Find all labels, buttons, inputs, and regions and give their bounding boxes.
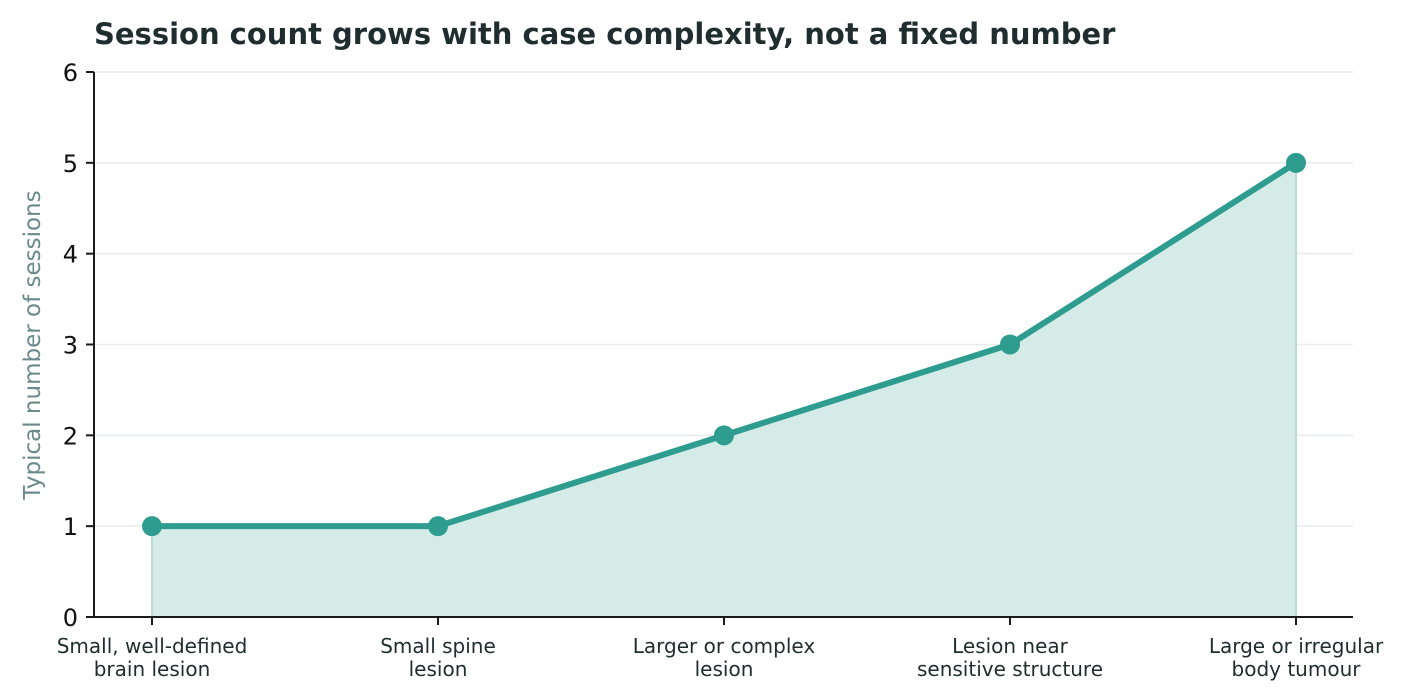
chart-title: Session count grows with case complexity… — [94, 17, 1116, 51]
x-tick-label-line: sensitive structure — [917, 657, 1103, 681]
data-point-1 — [428, 516, 448, 537]
data-points — [142, 152, 1306, 537]
data-point-2 — [714, 425, 734, 446]
x-tick-label-line: Large or irregular — [1209, 634, 1384, 658]
y-tick-label-1: 1 — [63, 513, 78, 541]
x-tick-label-1: Small spine lesion — [380, 634, 496, 681]
x-tick-label-line: brain lesion — [94, 657, 211, 681]
area-fill — [152, 162, 1296, 618]
data-point-4 — [1286, 152, 1306, 173]
data-point-3 — [1000, 334, 1020, 355]
y-tick-label-0: 0 — [63, 604, 78, 632]
y-tick-label-2: 2 — [63, 422, 78, 450]
x-tick-label-line: body tumour — [1232, 657, 1362, 681]
y-tick-label-6: 6 — [63, 59, 78, 87]
data-point-0 — [142, 516, 162, 537]
x-tick-label-line: lesion — [695, 657, 754, 681]
x-tick-label-2: Larger or complex lesion — [633, 634, 816, 681]
x-tick-label-3: Lesion near sensitive structure — [917, 634, 1103, 681]
y-ticks: 0 1 2 3 4 5 6 — [63, 59, 94, 632]
x-tick-label-line: Small, well-defined — [57, 634, 248, 658]
x-tick-label-line: lesion — [409, 657, 468, 681]
area-fill-layer — [151, 162, 1297, 618]
x-tick-label-4: Large or irregular body tumour — [1209, 634, 1384, 681]
x-tick-label-0: Small, well-defined brain lesion — [57, 634, 248, 681]
x-tick-label-line: Lesion near — [952, 634, 1069, 658]
y-tick-label-3: 3 — [63, 332, 78, 360]
y-axis-label: Typical number of sessions — [20, 190, 46, 500]
y-tick-label-4: 4 — [63, 241, 78, 269]
y-tick-label-5: 5 — [63, 150, 78, 178]
x-ticks: Small, well-defined brain lesion Small spi… — [57, 617, 1384, 681]
x-tick-label-line: Larger or complex — [633, 634, 816, 658]
x-tick-label-line: Small spine — [380, 634, 496, 658]
